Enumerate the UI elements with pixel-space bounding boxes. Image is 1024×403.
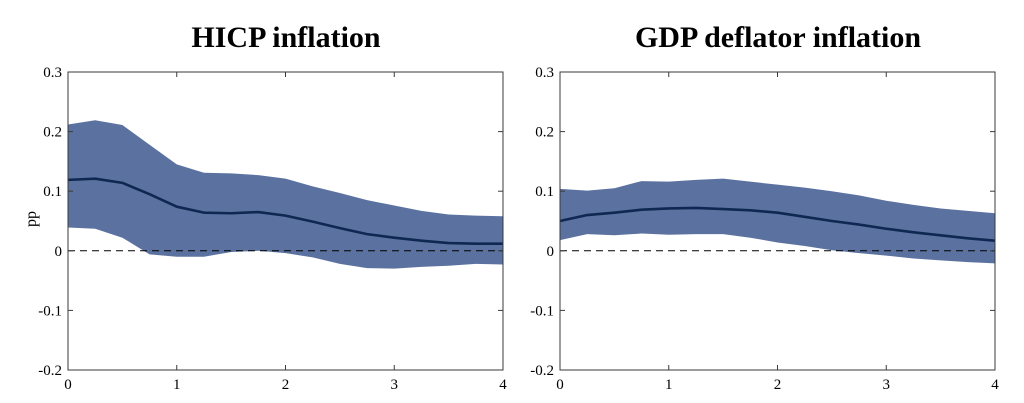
panel-title: HICP inflation (191, 21, 381, 54)
confidence-band (68, 120, 503, 269)
confidence-band (560, 178, 995, 264)
y-tick-label: 0.3 (43, 65, 62, 81)
median-line (67, 177, 503, 245)
x-tick-label: 1 (665, 377, 673, 393)
x-tick-label: 3 (883, 377, 891, 393)
x-tick-label: 0 (64, 377, 72, 393)
y-tick-label: -0.2 (38, 363, 62, 379)
y-tick-label: 0.1 (43, 184, 62, 200)
x-tick-label: 3 (391, 377, 399, 393)
y-tick-label: 0.3 (535, 65, 554, 81)
y-tick-label: -0.1 (530, 303, 554, 319)
x-tick-label: 4 (991, 377, 999, 393)
y-tick-label: 0.1 (535, 184, 554, 200)
gdp-deflator-inflation-panel: GDP deflator inflation -0.2 -0.1 0 0.1 0.2 0.… (530, 21, 999, 393)
y-tick-label: 0.2 (43, 125, 62, 141)
x-tick-label: 2 (282, 377, 290, 393)
x-tick-label: 2 (774, 377, 782, 393)
y-axis-label: pp (23, 211, 40, 227)
y-tick-label: 0 (55, 244, 63, 260)
panel-title: GDP deflator inflation (635, 21, 921, 54)
x-tick-label: 1 (173, 377, 181, 393)
x-tick-label: 0 (556, 377, 564, 393)
hicp-inflation-panel: HICP inflation pp -0.2 -0.1 0 0.1 0.2 0.3 0 1 2 3… (23, 21, 507, 393)
y-tick-label: 0.2 (535, 125, 554, 141)
y-tick-label: -0.2 (530, 363, 554, 379)
x-tick-label: 4 (499, 377, 507, 393)
median-line (559, 206, 996, 242)
y-tick-label: -0.1 (38, 303, 62, 319)
y-tick-label: 0 (547, 244, 555, 260)
